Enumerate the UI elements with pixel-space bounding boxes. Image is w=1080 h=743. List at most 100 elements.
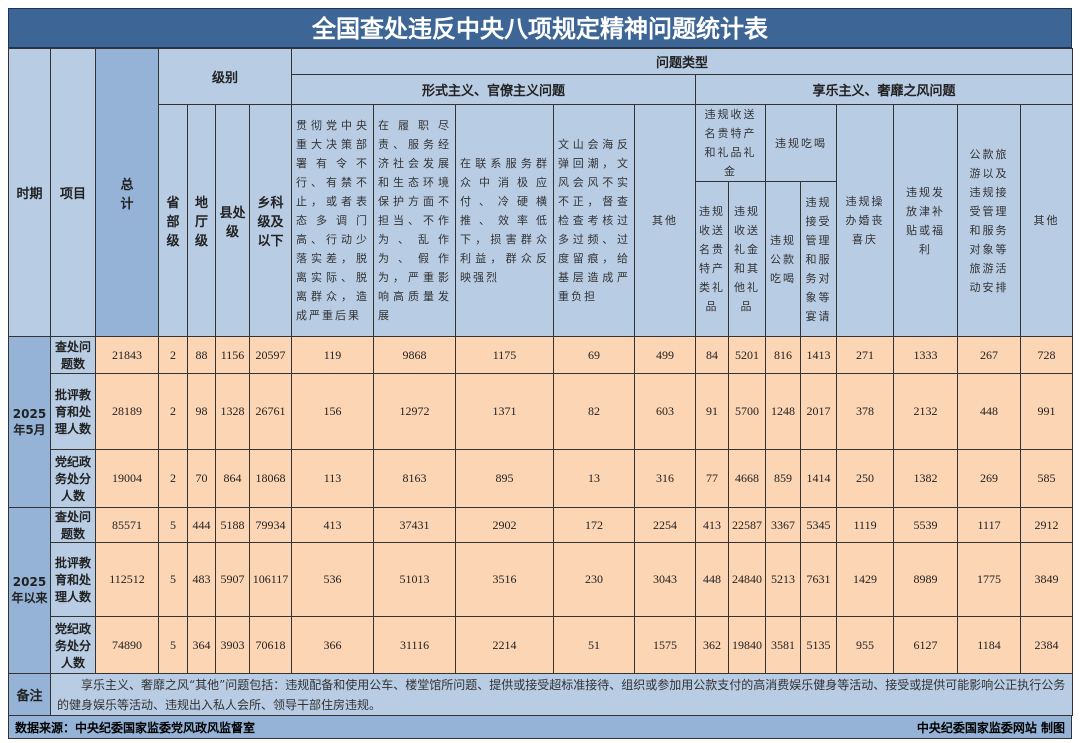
data-cell: 51 (553, 616, 636, 674)
data-cell: 4668 (728, 449, 767, 508)
note-label: 备注 (8, 673, 51, 716)
data-cell: 24840 (728, 542, 767, 617)
data-cell: 88 (187, 336, 216, 374)
data-cell: 5 (158, 507, 188, 543)
data-cell: 5345 (800, 507, 838, 543)
period-label: 2025年以来 (8, 507, 51, 674)
data-cell: 1382 (893, 449, 959, 508)
header-level-3: 乡科级及以下 (248, 104, 293, 337)
data-cell: 955 (836, 616, 895, 674)
header-dining-sub-0: 违规公款吃喝 (765, 181, 802, 337)
data-cell: 3367 (765, 507, 802, 543)
data-cell: 31116 (373, 616, 457, 674)
data-cell: 444 (187, 507, 216, 543)
data-cell: 8989 (893, 542, 959, 617)
data-cell: 1575 (634, 616, 697, 674)
data-cell: 26761 (248, 373, 293, 450)
data-cell: 5188 (215, 507, 250, 543)
data-cell: 895 (455, 449, 555, 508)
data-cell: 82 (553, 373, 636, 450)
data-cell: 2 (158, 373, 188, 450)
data-cell: 1429 (836, 542, 895, 617)
header-formalism-col-4: 其他 (634, 104, 697, 337)
data-cell: 1414 (800, 449, 838, 508)
data-cell: 5539 (893, 507, 959, 543)
data-cell: 9868 (373, 336, 457, 374)
table-title: 全国查处违反中央八项规定精神问题统计表 (8, 8, 1072, 48)
header-level: 级别 (157, 48, 293, 105)
data-cell: 19004 (95, 449, 159, 508)
row-item-label: 党纪政务处分人数 (50, 616, 96, 674)
data-cell: 6127 (893, 616, 959, 674)
data-cell: 2384 (1020, 616, 1074, 674)
data-cell: 816 (765, 336, 802, 374)
data-cell: 85571 (95, 507, 159, 543)
data-cell: 603 (634, 373, 697, 450)
header-hedonism-col-3: 其他 (1020, 104, 1074, 337)
data-cell: 5213 (765, 542, 802, 617)
data-cell: 413 (291, 507, 375, 543)
data-cell: 112512 (95, 542, 159, 617)
table-row: 批评教育和处理人数 112512 5 483 5907 106117 536 51013 351… (9, 542, 1074, 617)
period-label: 2025年5月 (8, 336, 51, 508)
data-cell: 728 (1020, 336, 1074, 374)
header-dining-sub-1: 违规接受管理和服务对象等宴请 (800, 181, 838, 337)
data-cell: 2902 (455, 507, 555, 543)
data-cell: 12972 (373, 373, 457, 450)
header-level-0: 省部级 (158, 104, 188, 337)
data-cell: 5201 (728, 336, 767, 374)
data-cell: 51013 (373, 542, 457, 617)
data-cell: 362 (695, 616, 730, 674)
row-item-label: 党纪政务处分人数 (50, 449, 96, 508)
data-cell: 2 (158, 449, 188, 508)
data-cell: 2912 (1020, 507, 1074, 543)
data-cell: 1156 (215, 336, 250, 374)
data-cell: 19840 (728, 616, 767, 674)
data-cell: 77 (695, 449, 730, 508)
table-row: 2025年5月 查处问题数 21843 2 88 1156 20597 119 9868 1175… (8, 336, 1074, 508)
data-cell: 1371 (455, 373, 555, 450)
row-item-label: 批评教育和处理人数 (50, 542, 96, 617)
header-hedonism: 享乐主义、奢靡之风问题 (695, 74, 1074, 105)
header-formalism-col-3: 文山会海反弹回潮，文风会风不实不正，督查检查考核过多过频、过度留痕，给基层造成严… (553, 104, 636, 337)
data-cell: 5907 (215, 542, 250, 617)
table-row: 党纪政务处分人数 74890 5 364 3903 70618 366 31116 2214 51… (9, 616, 1074, 674)
data-cell: 585 (1020, 449, 1074, 508)
data-cell: 230 (553, 542, 636, 617)
data-cell: 70 (187, 449, 216, 508)
data-cell: 28189 (95, 373, 159, 450)
data-cell: 91 (695, 373, 730, 450)
header-formalism-col-1: 在履职尽责、服务经济社会发展和生态环境保护方面不担当、不作为、乱作为、假作为，严… (373, 104, 457, 337)
table-row: 2025年以来 查处问题数 85571 5 444 5188 79934 413 37431 29… (8, 507, 1074, 674)
data-cell: 98 (187, 373, 216, 450)
data-cell: 378 (836, 373, 895, 450)
data-cell: 269 (957, 449, 1022, 508)
data-cell: 1328 (215, 373, 250, 450)
data-cell: 864 (215, 449, 250, 508)
data-cell: 364 (187, 616, 216, 674)
data-cell: 2017 (800, 373, 838, 450)
data-cell: 74890 (95, 616, 159, 674)
data-cell: 70618 (248, 616, 293, 674)
data-cell: 316 (634, 449, 697, 508)
data-cell: 267 (957, 336, 1022, 374)
header-problem-type: 问题类型 (291, 48, 1074, 75)
data-cell: 84 (695, 336, 730, 374)
header-gift-sub-1: 违规收送礼金和其他礼品 (728, 181, 767, 337)
header-level-1: 地厅级 (187, 104, 216, 337)
data-cell: 499 (634, 336, 697, 374)
stats-table: 时期 项目 总计 级别 问题类型 形式主义、官僚主义问题 享乐主义、奢靡之风问题… (8, 48, 1074, 716)
data-cell: 1775 (957, 542, 1022, 617)
header-dining-group: 违规吃喝 (765, 104, 838, 182)
header-formalism: 形式主义、官僚主义问题 (291, 74, 697, 105)
header-gift-group: 违规收送名贵特产和礼品礼金 (695, 104, 767, 182)
data-cell: 413 (695, 507, 730, 543)
data-cell: 536 (291, 542, 375, 617)
data-cell: 21843 (95, 336, 159, 374)
data-cell: 2214 (455, 616, 555, 674)
data-cell: 22587 (728, 507, 767, 543)
data-cell: 79934 (248, 507, 293, 543)
data-cell: 271 (836, 336, 895, 374)
data-cell: 7631 (800, 542, 838, 617)
data-cell: 2 (158, 336, 188, 374)
